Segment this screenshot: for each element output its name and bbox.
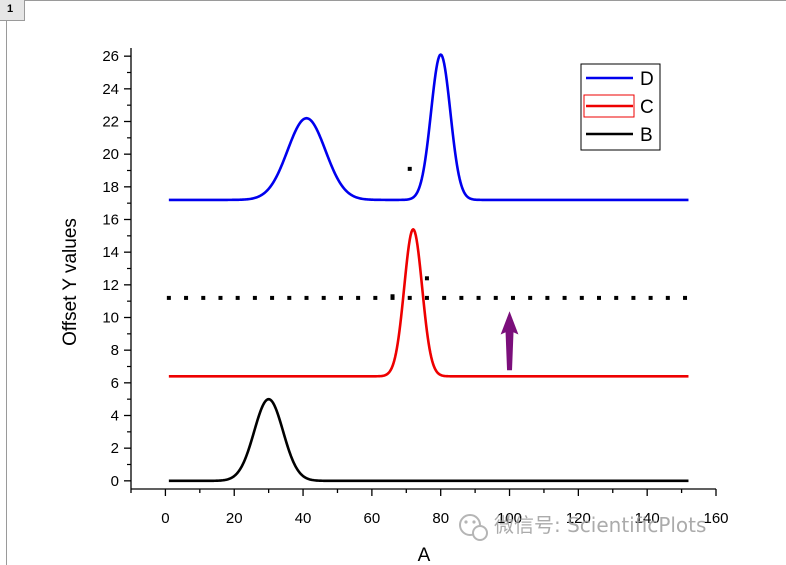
dotted-line-dot [597,295,601,300]
window-tab-label: 1 [7,3,14,15]
y-axis-label: Offset Y values [60,218,81,346]
y-tick-label: 14 [102,244,119,261]
wechat-icon-eye [472,520,476,524]
window-left-border [6,20,7,565]
dotted-line-dot [614,295,619,300]
window-tab[interactable]: 1 [0,0,25,21]
x-tick-label: 20 [226,510,243,527]
dotted-line-dot [683,295,688,300]
x-tick-label: 80 [432,510,449,527]
arrow-annotation [500,311,519,371]
x-tick-label: 0 [161,510,169,527]
dotted-line-dot [510,295,515,300]
y-tick-label: 12 [102,277,119,294]
dotted-line-dot [373,295,378,300]
series-line-D [168,53,689,202]
y-tick-label: 22 [102,114,119,131]
dotted-line-dot [356,295,361,300]
series-line-C [168,228,689,378]
dotted-line-dot [631,295,636,300]
series-layer [168,53,689,483]
x-tick-label: 140 [635,510,660,527]
dotted-line-dot [648,295,653,300]
dotted-line-dot [579,295,584,300]
watermark-text: 微信号: ScientificPlots [494,513,706,537]
wechat-icon-eye [464,520,468,524]
dotted-line-dot [166,295,171,300]
dotted-line-dot [528,295,533,300]
dotted-line-dot [201,295,206,300]
dotted-line-dot [252,295,257,300]
legend-label-C: C [640,97,654,118]
x-tick-label: 40 [295,510,312,527]
dotted-line-dot [184,295,189,300]
legend-label-B: B [640,125,653,146]
y-tick-label: 2 [111,440,119,457]
y-tick-label: 4 [111,408,119,425]
dotted-line-dot [562,295,567,300]
y-tick-label: 0 [111,473,119,490]
x-tick-label: 100 [497,510,522,527]
annotation-layer [500,311,519,371]
dotted-line-dot [442,295,447,300]
dotted-line-dot [459,295,464,300]
x-axis-label: A [418,545,431,565]
window-top-border [24,0,786,1]
x-tick-label: 160 [703,510,728,527]
dotted-line-layer [166,166,688,300]
dotted-line-dot [407,295,412,300]
y-tick-label: 8 [111,342,119,359]
dotted-line-dot [665,295,670,300]
legend: DCB [580,63,661,151]
y-tick-label: 10 [102,310,119,327]
y-tick-label: 26 [102,48,119,65]
dotted-line-dot [235,295,240,300]
dotted-line-dot [218,295,223,300]
dotted-line-dot [270,295,275,300]
watermark: 微信号: ScientificPlots [459,513,706,541]
dotted-line-dot [545,295,550,300]
series-line-B [168,397,689,483]
wechat-icon-bubble [472,525,488,541]
dotted-line-dot [287,295,292,300]
legend-label-D: D [640,69,654,90]
y-tick-label: 24 [102,81,119,98]
legend-selection-box [583,94,635,118]
dotted-line-dot [424,295,429,300]
x-tick-label: 120 [566,510,591,527]
dotted-line-dot [304,295,309,300]
y-tick-label: 20 [102,146,119,163]
dotted-line-dot [321,295,326,300]
stray-mark [390,294,395,299]
x-tick-label: 60 [364,510,381,527]
stray-mark [407,166,412,171]
y-tick-label: 18 [102,179,119,196]
stray-mark [424,276,429,281]
dotted-line-dot [338,295,343,300]
dotted-line-dot [476,295,481,300]
y-tick-label: 16 [102,212,119,229]
dotted-line-dot [493,295,498,300]
y-tick-label: 6 [111,375,119,392]
